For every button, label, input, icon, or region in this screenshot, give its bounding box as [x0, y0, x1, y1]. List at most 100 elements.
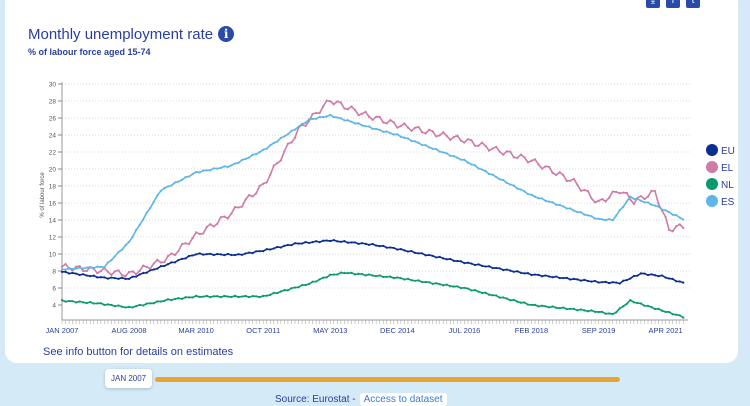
data-point-nl — [142, 304, 145, 307]
data-point-es — [417, 141, 420, 144]
legend-marker-nl[interactable] — [706, 178, 718, 190]
data-point-el — [604, 200, 607, 203]
legend-label-eu[interactable]: EU — [721, 146, 735, 157]
data-point-el — [618, 192, 621, 195]
data-point-eu — [442, 257, 445, 260]
estimates-note[interactable]: See info button for details on estimates — [43, 346, 234, 358]
data-point-nl — [533, 303, 537, 306]
data-point-es — [590, 215, 593, 218]
data-point-es — [576, 210, 579, 214]
data-point-nl — [618, 307, 621, 310]
data-point-eu — [632, 274, 635, 278]
data-point-el — [466, 138, 470, 141]
data-point-el — [392, 121, 395, 124]
data-point-el — [71, 269, 74, 272]
data-point-es — [445, 152, 448, 155]
series-line-el — [61, 99, 684, 277]
data-point-es — [657, 205, 660, 208]
data-point-es — [173, 181, 177, 184]
chart-card — [5, 0, 738, 363]
data-point-nl — [410, 279, 413, 282]
data-point-eu — [329, 239, 332, 243]
data-point-nl — [424, 280, 427, 284]
data-point-eu — [124, 277, 127, 280]
data-point-eu — [293, 242, 297, 245]
data-point-eu — [473, 263, 477, 267]
data-point-el — [187, 242, 191, 246]
data-point-eu — [163, 264, 166, 268]
data-point-eu — [78, 273, 81, 277]
data-point-eu — [385, 246, 388, 249]
data-point-eu — [226, 252, 230, 256]
data-point-nl — [124, 306, 127, 309]
data-point-nl — [360, 273, 364, 276]
data-point-el — [96, 272, 99, 275]
data-point-es — [551, 201, 554, 204]
data-point-nl — [184, 296, 187, 299]
data-point-eu — [569, 278, 572, 281]
download-icon[interactable]: ⤓ — [646, 0, 660, 8]
data-point-el — [551, 171, 554, 175]
data-point-el — [113, 270, 117, 273]
data-point-el — [156, 258, 159, 261]
data-point-nl — [576, 309, 579, 312]
data-point-es — [586, 214, 590, 217]
data-point-el — [583, 188, 586, 192]
data-point-eu — [396, 248, 399, 251]
time-slider-track[interactable] — [155, 377, 620, 382]
data-point-nl — [195, 294, 198, 297]
data-point-eu — [590, 280, 593, 283]
data-point-nl — [368, 273, 371, 276]
data-point-eu — [498, 267, 501, 270]
data-point-es — [678, 216, 681, 219]
data-point-eu — [378, 244, 381, 248]
data-point-el — [449, 138, 452, 141]
data-point-el — [219, 216, 222, 219]
data-point-el — [442, 131, 445, 134]
data-point-el — [357, 114, 360, 117]
data-point-nl — [262, 294, 265, 297]
data-point-el — [124, 274, 127, 278]
data-point-el — [470, 139, 473, 142]
y-tick-label: 8 — [52, 269, 56, 276]
data-point-eu — [357, 242, 360, 246]
data-point-es — [548, 200, 551, 203]
legend-label-el[interactable]: EL — [721, 163, 734, 174]
twitter-icon[interactable]: t — [686, 0, 700, 8]
data-point-es — [82, 267, 85, 270]
data-point-el — [678, 223, 681, 226]
data-point-eu — [67, 272, 71, 275]
y-tick-label: 28 — [49, 99, 57, 106]
time-slider-handle[interactable]: JAN 2007 — [105, 369, 153, 388]
chart-subtitle: % of labour force aged 15-74 — [28, 47, 151, 57]
legend-marker-es[interactable] — [706, 195, 718, 207]
data-point-el — [653, 190, 657, 193]
data-point-el — [533, 158, 537, 161]
data-point-nl — [60, 299, 64, 302]
data-point-eu — [290, 244, 293, 247]
data-point-el — [177, 249, 180, 253]
data-point-el — [60, 265, 64, 268]
data-point-eu — [424, 254, 427, 257]
legend-marker-eu[interactable] — [706, 144, 718, 156]
data-point-nl — [244, 294, 247, 298]
data-point-nl — [106, 303, 109, 306]
info-icon[interactable]: i — [218, 26, 235, 42]
data-point-nl — [406, 277, 410, 280]
data-point-es — [300, 122, 304, 126]
legend-label-es[interactable]: ES — [721, 197, 735, 208]
data-point-eu — [113, 277, 117, 280]
data-point-el — [205, 225, 208, 229]
data-point-nl — [304, 283, 307, 287]
x-tick-label: JAN 2007 — [46, 326, 79, 335]
data-point-el — [413, 126, 417, 129]
data-point-eu — [240, 253, 244, 256]
data-point-nl — [131, 306, 134, 309]
data-point-es — [75, 267, 78, 270]
data-point-nl — [431, 282, 434, 285]
data-point-nl — [586, 310, 590, 313]
data-point-el — [198, 232, 201, 236]
legend-label-nl[interactable]: NL — [721, 180, 734, 191]
facebook-icon[interactable]: f — [666, 0, 680, 8]
legend-marker-el[interactable] — [706, 161, 718, 173]
